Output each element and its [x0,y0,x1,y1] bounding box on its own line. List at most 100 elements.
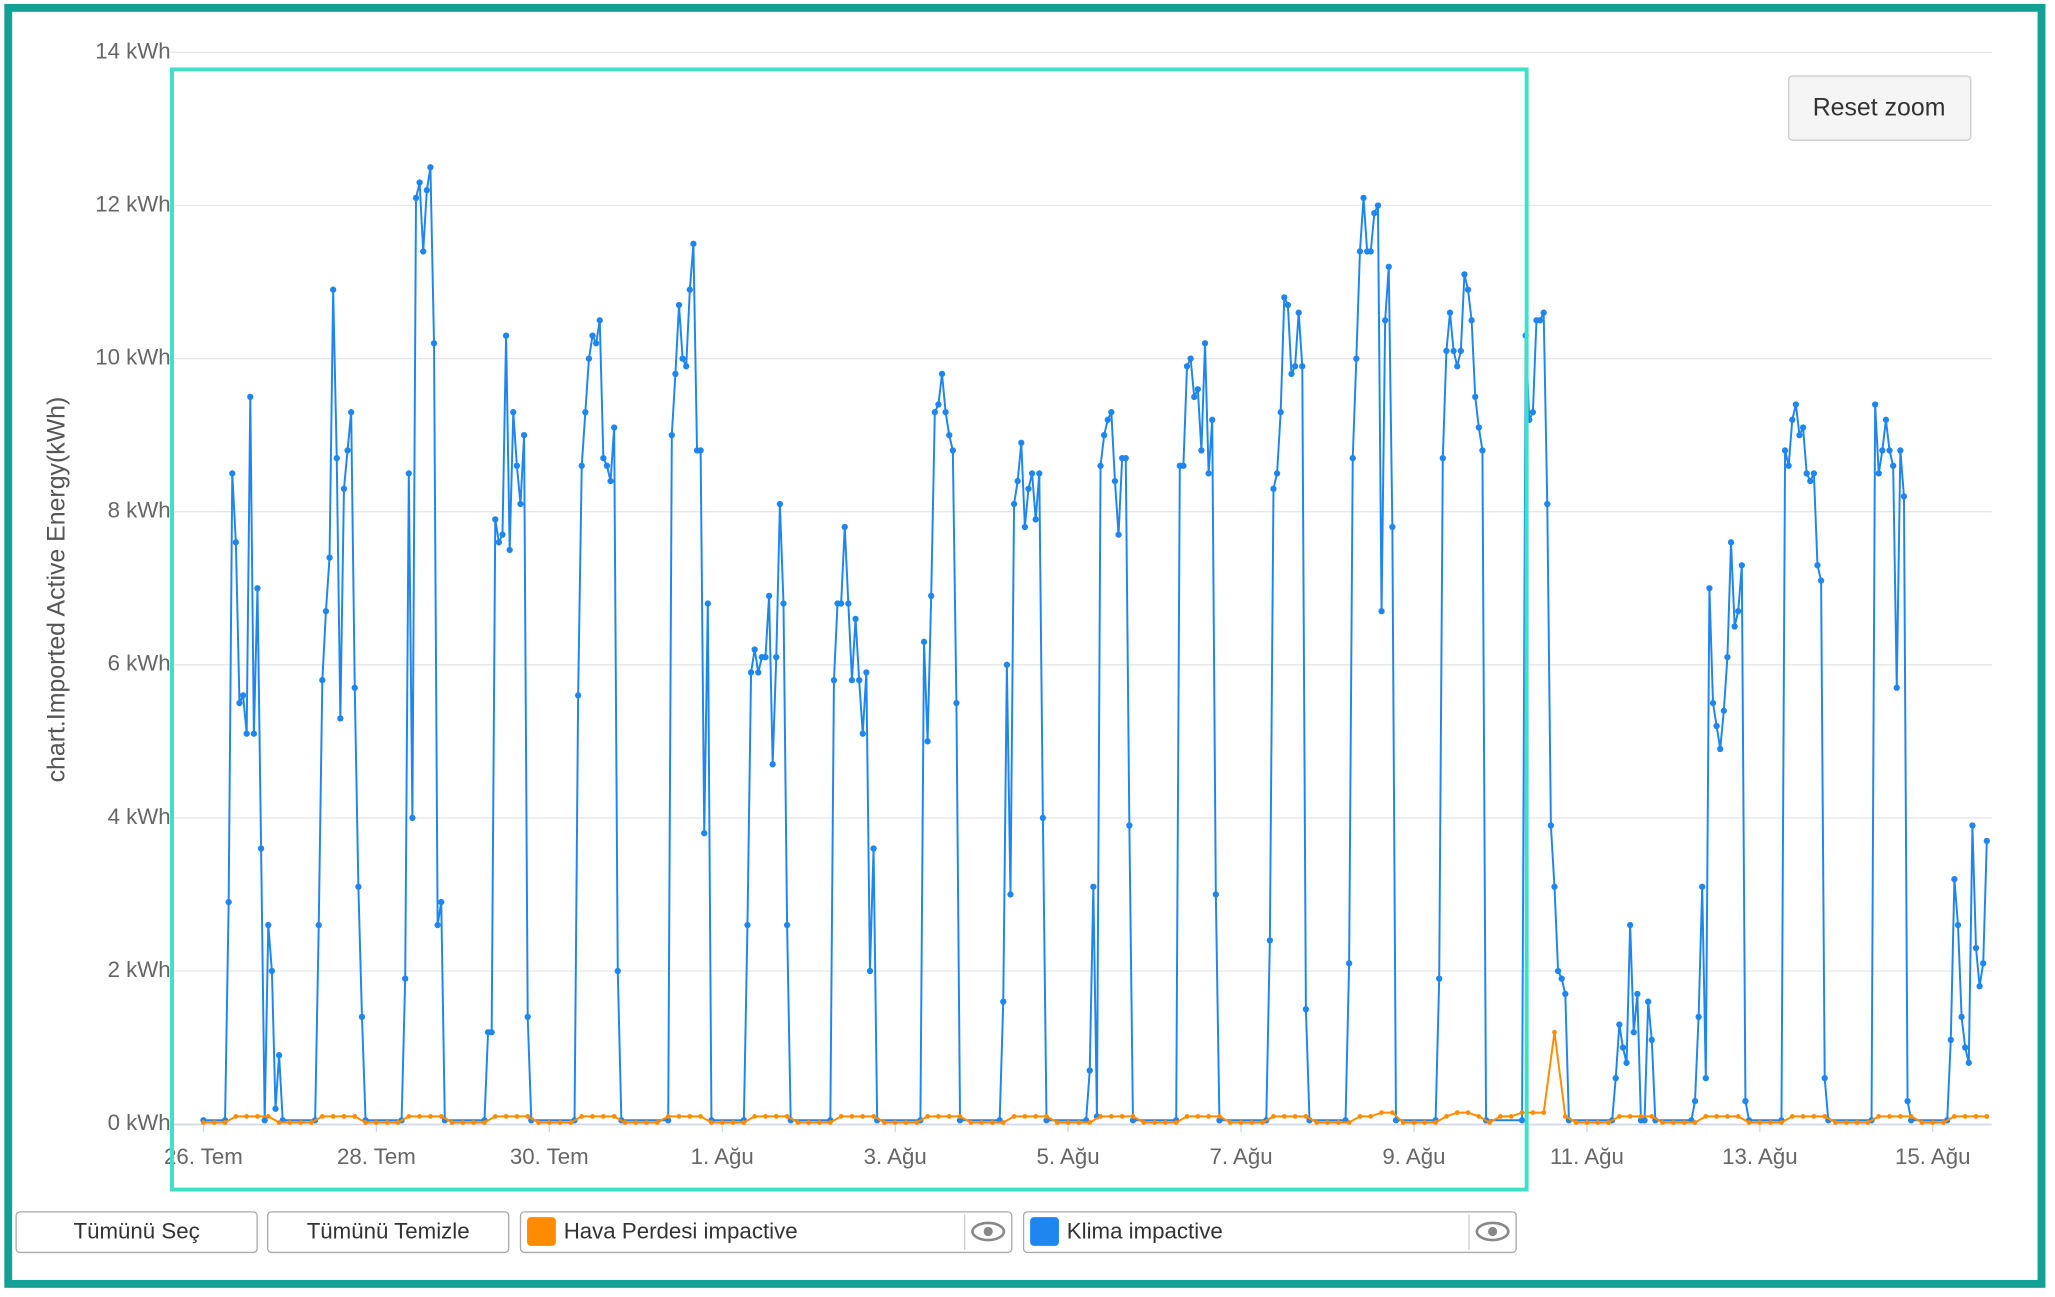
x-tick-label: 30. Tem [510,1144,589,1169]
data-point [1033,1114,1039,1119]
data-point [520,431,528,439]
data-point [420,248,427,255]
data-point [773,1114,779,1119]
x-tick-label: 5. Ağu [1037,1144,1100,1169]
data-point [395,1120,401,1125]
data-point [1022,1114,1028,1119]
legend-box[interactable] [1022,1211,1517,1254]
data-point [492,516,499,523]
data-point [1281,1114,1287,1119]
data-point [871,1114,876,1119]
legend-item[interactable]: Hava Perdesi impactive [519,1211,1013,1254]
data-point [1529,409,1537,416]
data-point [903,1120,909,1125]
data-point [1714,1114,1719,1119]
data-point [698,1114,703,1119]
select-all-button[interactable]: Tümünü Seç [15,1211,258,1254]
button-label[interactable]: Tümünü Seç [74,1219,200,1244]
legend-item[interactable]: Klima impactive [1022,1211,1517,1254]
data-point [1212,891,1219,898]
data-point [1446,309,1454,316]
data-point [1284,301,1292,309]
data-point [1205,470,1212,477]
data-point [1973,1114,1979,1119]
data-point [1335,1120,1341,1125]
data-point [795,1120,801,1125]
data-point [1302,1006,1310,1013]
data-point [837,600,845,607]
data-point [925,1114,930,1119]
data-point [1378,608,1385,615]
data-point [1897,1114,1903,1119]
eye-pupil[interactable] [983,1226,993,1237]
data-point [1217,1114,1222,1119]
data-point [1695,1013,1702,1021]
data-point [255,1114,260,1119]
data-point [1371,210,1378,217]
data-point [492,1114,498,1119]
reset-zoom-button[interactable]: Reset zoom [1788,75,1972,141]
data-point [830,676,838,684]
button-label[interactable]: Tümünü Temizle [307,1219,470,1244]
button-label[interactable]: Reset zoom [1813,93,1946,121]
data-point [1374,202,1382,209]
legend-label[interactable]: Hava Perdesi impactive [564,1219,798,1244]
eye-pupil[interactable] [1488,1226,1498,1237]
legend-label[interactable]: Klima impactive [1067,1219,1223,1244]
data-point [1612,1074,1619,1082]
data-point [611,1114,617,1119]
data-point [1152,1120,1157,1125]
data-point [1238,1120,1244,1125]
clear-all-button[interactable]: Tümünü Temizle [266,1211,510,1254]
data-point [1627,921,1634,929]
eye-icon[interactable] [971,1221,1006,1242]
data-point [1691,1097,1699,1105]
data-point [1699,883,1706,890]
data-point [315,921,322,929]
data-point [1292,1114,1298,1119]
data-point [546,1120,552,1125]
data-point [585,355,593,362]
data-point [1014,477,1021,485]
data-point [1692,1120,1698,1125]
data-point [243,730,250,737]
data-point [1003,661,1011,668]
data-point [1817,577,1825,584]
legend-box[interactable] [519,1211,1013,1254]
data-point [817,1120,822,1125]
data-point [914,1120,920,1125]
data-point [1090,883,1097,890]
data-point [1735,608,1742,615]
data-point [1108,1114,1114,1119]
data-point [1518,1117,1526,1124]
eye-icon[interactable] [1475,1221,1510,1242]
button-bg[interactable] [1788,75,1972,141]
button-bg[interactable] [266,1211,510,1254]
legend-swatch[interactable] [1030,1217,1059,1246]
data-point [405,470,412,477]
data-point [1962,1044,1969,1051]
button-bg[interactable] [15,1211,258,1254]
data-point [201,1120,206,1125]
data-point [1043,1117,1050,1124]
data-point [1807,477,1814,485]
data-point [502,332,510,339]
data-point [1731,623,1738,630]
data-point [1814,562,1821,569]
data-point [416,179,423,186]
x-tick-label: 3. Ağu [864,1144,927,1169]
data-point [956,1117,964,1124]
data-point [1201,340,1209,347]
data-point [1638,1114,1644,1119]
data-point [1785,462,1792,469]
data-point [513,462,521,469]
plot-area: 0 kWh 2 kWh 4 kWh 6 kWh 8 kWh 10 kWh 12 kWh 14 … [95,38,1992,1169]
data-point [589,332,596,339]
data-point [741,1120,747,1125]
data-point [1595,1120,1601,1125]
data-point [1908,1117,1915,1124]
legend-swatch[interactable] [527,1217,556,1246]
data-point [579,1114,585,1119]
data-point [1260,1120,1266,1125]
data-point [1893,684,1900,691]
